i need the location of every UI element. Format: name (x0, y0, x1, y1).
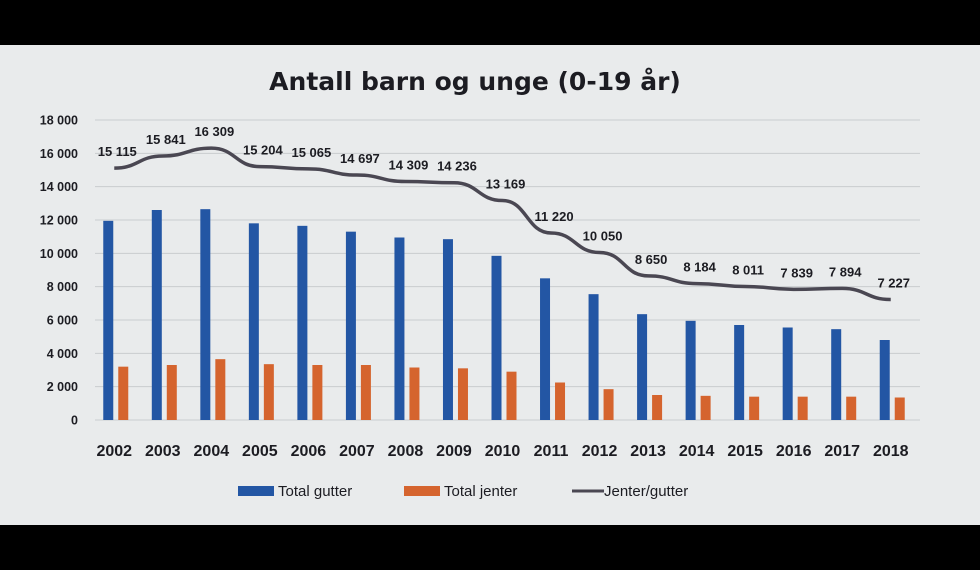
data-label: 7 227 (877, 276, 910, 291)
bar-total-jenter (118, 366, 129, 420)
chart-title: Antall barn og unge (0-19 år) (269, 67, 681, 96)
bar-total-jenter (749, 396, 760, 420)
legend: Total gutter Total jenter Jenter/gutter (238, 483, 688, 500)
y-tick-label: 12 000 (40, 214, 78, 228)
data-label: 14 236 (437, 159, 477, 174)
x-tick-label: 2004 (194, 443, 230, 460)
data-label: 10 050 (583, 229, 623, 244)
bar-total-gutter (734, 325, 745, 420)
data-label: 14 309 (389, 158, 429, 173)
bar-total-gutter (491, 255, 502, 420)
data-label: 15 065 (291, 145, 331, 160)
bar-total-gutter (588, 294, 599, 420)
bar-total-gutter (151, 210, 162, 420)
chart-canvas: Antall barn og unge (0-19 år) 18 000 16 0… (40, 67, 920, 500)
legend-label-jenter-gutter: Jenter/gutter (604, 483, 688, 500)
bar-total-gutter (394, 237, 405, 420)
y-tick-label: 16 000 (40, 147, 78, 161)
y-tick-label: 4 000 (47, 347, 78, 361)
x-tick-label: 2014 (679, 443, 715, 460)
bar-total-jenter (797, 396, 808, 420)
bar-total-gutter (782, 327, 793, 420)
bar-total-jenter (700, 395, 711, 420)
y-tick-label: 8 000 (47, 280, 78, 294)
chart-panel: Antall barn og unge (0-19 år) 18 000 16 0… (0, 45, 980, 525)
bar-total-jenter (603, 389, 614, 420)
x-tick-label: 2013 (630, 443, 666, 460)
x-tick-label: 2008 (388, 443, 424, 460)
bar-total-gutter (297, 225, 308, 420)
x-axis: 2002 2003 2004 2005 2006 2007 2008 2009 2010 2011… (96, 443, 908, 460)
y-tick-label: 2 000 (47, 380, 78, 394)
x-tick-label: 2015 (727, 443, 763, 460)
bar-total-gutter (831, 329, 842, 420)
data-label: 8 011 (732, 262, 764, 277)
bar-total-jenter (555, 382, 566, 420)
line-jenter-gutter (114, 146, 891, 302)
bars (103, 209, 905, 420)
data-label: 15 204 (243, 143, 284, 158)
bar-total-jenter (215, 359, 226, 420)
bar-total-gutter (879, 340, 890, 420)
bar-total-gutter (345, 231, 356, 420)
x-tick-label: 2016 (776, 443, 812, 460)
data-label: 13 169 (486, 177, 526, 192)
x-tick-label: 2011 (534, 443, 569, 460)
data-label: 7 894 (829, 264, 862, 279)
data-labels: 15 115 15 841 16 309 15 204 15 065 14 697 14 3… (98, 124, 910, 290)
data-label: 16 309 (194, 124, 234, 139)
legend-label-total-gutter: Total gutter (278, 483, 352, 500)
bar-total-gutter (685, 320, 696, 420)
bar-total-gutter (442, 239, 453, 420)
data-label: 7 839 (780, 265, 813, 280)
bar-total-gutter (540, 278, 551, 420)
y-tick-label: 18 000 (40, 114, 78, 128)
bar-total-gutter (200, 209, 211, 420)
bar-total-jenter (894, 397, 905, 420)
x-tick-label: 2003 (145, 443, 181, 460)
data-label: 8 184 (683, 260, 716, 275)
legend-swatch-total-gutter (238, 486, 274, 496)
data-label: 14 697 (340, 151, 380, 166)
y-axis: 18 000 16 000 14 000 12 000 10 000 8 000 6 000… (40, 114, 78, 428)
bar-total-jenter (263, 364, 274, 420)
bar-total-jenter (409, 367, 420, 420)
bar-total-jenter (652, 395, 663, 420)
x-tick-label: 2009 (436, 443, 472, 460)
y-tick-label: 14 000 (40, 180, 78, 194)
bar-total-jenter (506, 371, 517, 420)
x-tick-label: 2005 (242, 443, 278, 460)
x-tick-label: 2002 (96, 443, 132, 460)
bar-total-gutter (248, 223, 259, 420)
legend-label-total-jenter: Total jenter (444, 483, 517, 500)
bar-total-jenter (166, 365, 177, 420)
x-tick-label: 2007 (339, 443, 375, 460)
bar-total-jenter (457, 368, 468, 420)
x-tick-label: 2010 (485, 443, 521, 460)
y-tick-label: 0 (71, 414, 78, 428)
line-series (114, 146, 891, 302)
bar-total-jenter (312, 365, 323, 420)
y-tick-label: 10 000 (40, 247, 78, 261)
bar-total-gutter (103, 220, 114, 420)
data-label: 8 650 (635, 252, 668, 267)
x-tick-label: 2012 (582, 443, 618, 460)
x-tick-label: 2018 (873, 443, 909, 460)
data-label: 15 115 (98, 144, 137, 159)
x-tick-label: 2006 (291, 443, 327, 460)
bar-total-jenter (360, 365, 371, 420)
data-label: 15 841 (146, 132, 186, 147)
y-tick-label: 6 000 (47, 314, 78, 328)
bar-total-gutter (637, 314, 648, 420)
bar-total-jenter (846, 396, 857, 420)
legend-swatch-total-jenter (404, 486, 440, 496)
x-tick-label: 2017 (824, 443, 860, 460)
data-label: 11 220 (535, 209, 574, 224)
